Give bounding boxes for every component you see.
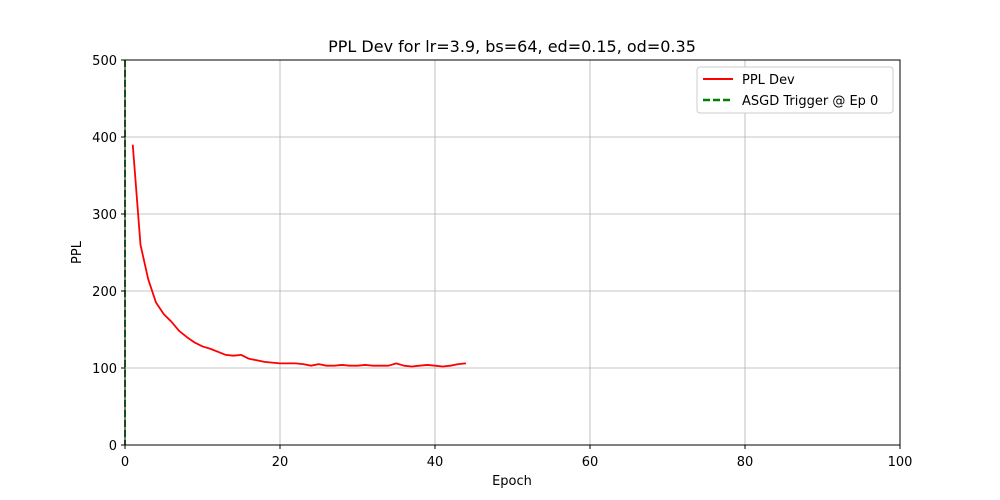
x-tick-label: 80 <box>737 455 754 470</box>
x-tick-label: 100 <box>888 455 913 470</box>
legend-label-ppl-dev: PPL Dev <box>742 73 795 88</box>
x-tick-label: 40 <box>427 455 444 470</box>
x-axis-ticks: 0 20 40 60 80 100 <box>121 445 913 470</box>
y-axis-ticks: 0 100 200 300 400 500 <box>92 54 125 454</box>
y-tick-label: 200 <box>92 285 117 300</box>
y-tick-label: 300 <box>92 208 117 223</box>
legend-box <box>696 66 894 114</box>
x-tick-label: 60 <box>582 455 599 470</box>
y-tick-label: 0 <box>109 439 117 454</box>
chart-title: PPL Dev for lr=3.9, bs=64, ed=0.15, od=0… <box>328 37 696 56</box>
x-tick-label: 0 <box>121 455 129 470</box>
y-tick-label: 100 <box>92 362 117 377</box>
plot-frame <box>124 59 901 446</box>
y-tick-label: 500 <box>92 54 117 69</box>
y-tick-label: 400 <box>92 131 117 146</box>
y-axis-label: PPL <box>70 240 85 264</box>
x-axis-label: Epoch <box>492 474 532 489</box>
legend: PPL Dev ASGD Trigger @ Ep 0 <box>696 66 894 114</box>
x-tick-label: 20 <box>272 455 289 470</box>
legend-label-asgd-trigger: ASGD Trigger @ Ep 0 <box>742 94 878 109</box>
series-line-ppl-dev <box>131 144 467 368</box>
